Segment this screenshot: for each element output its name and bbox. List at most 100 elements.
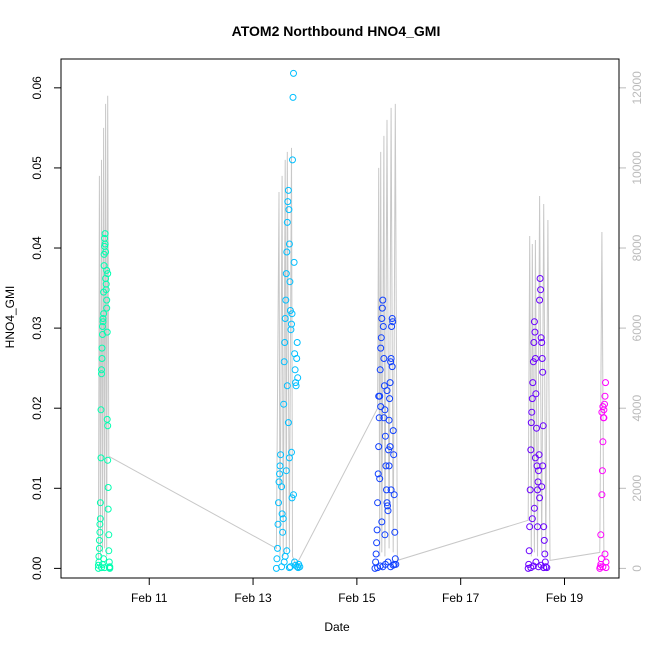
data-point [601,550,609,558]
data-point [388,315,396,322]
data-point [374,499,382,507]
data-point [103,296,111,304]
data-point [380,414,388,422]
data-point [98,344,106,352]
data-point [105,547,113,555]
data-point [293,355,301,362]
x-tick-label: Feb 17 [442,591,480,605]
y2-tick-label: 2000 [630,475,644,502]
data-point [386,395,394,403]
data-point [602,564,610,572]
data-point [285,240,293,248]
data-points [94,69,610,572]
data-point [96,499,104,507]
data-point [99,315,107,322]
y-tick-label: 0.01 [30,476,44,500]
data-point [283,218,291,226]
data-point [102,286,110,294]
data-point [538,355,546,362]
data-point [372,550,380,558]
data-point [526,486,534,494]
data-point [274,544,281,552]
data-point [104,270,112,278]
data-point [388,363,396,371]
series-3 [524,275,551,572]
data-point [534,523,541,531]
data-point [377,344,385,352]
y-tick-label: 0.00 [30,556,44,580]
data-point [273,555,281,563]
data-point [377,334,385,342]
data-point [97,406,105,414]
data-point [284,186,292,194]
y2-tick-label: 0 [630,565,644,572]
data-point [293,563,301,571]
data-point [387,355,395,362]
series-2 [371,296,400,572]
data-point [375,443,383,451]
data-point [530,318,538,326]
data-point [290,258,298,266]
data-point [101,564,109,572]
data-point [292,382,300,390]
data-point [104,456,112,464]
data-point [378,315,386,322]
data-point [101,230,109,238]
data-point [385,462,393,470]
data-point [543,564,551,572]
data-point [599,438,607,446]
data-point [294,374,302,382]
data-point [385,446,392,454]
data-point [373,539,381,547]
data-point [106,563,114,571]
data-point [380,355,388,362]
data-point [98,370,105,378]
data-point [389,561,397,569]
data-point [103,266,111,274]
data-point [280,358,288,366]
data-point [289,156,296,164]
data-point [274,520,282,528]
data-point [104,422,112,430]
data-point [539,368,547,376]
y2-tick-label: 12000 [630,71,644,105]
data-point [537,286,545,294]
data-point [286,278,294,286]
data-point [528,395,536,403]
data-point [390,491,398,499]
data-point [383,486,390,494]
data-point [528,515,536,523]
data-point [390,560,398,568]
data-point [276,470,283,478]
data-point [373,526,381,534]
data-point [292,561,300,569]
data-point [538,483,546,491]
data-point [278,483,286,491]
y2-tick-label: 8000 [630,234,644,261]
data-point [541,550,549,558]
data-point [104,484,112,491]
data-point [527,446,535,454]
data-point [100,310,108,318]
data-point [279,515,287,523]
data-point [276,462,284,470]
data-point [285,564,293,572]
data-point [275,499,282,507]
data-point [283,248,291,256]
data-point [289,93,297,101]
data-point [378,518,386,526]
x-tick-label: Feb 13 [234,591,272,605]
data-point [389,318,397,326]
data-point [279,528,287,536]
data-point [96,528,104,536]
data-point [536,296,544,304]
data-point [601,392,609,400]
series-1 [272,69,304,572]
data-point [284,419,292,427]
data-point [527,419,535,427]
data-point [278,510,286,518]
data-point [529,379,537,387]
data-point [288,320,295,328]
